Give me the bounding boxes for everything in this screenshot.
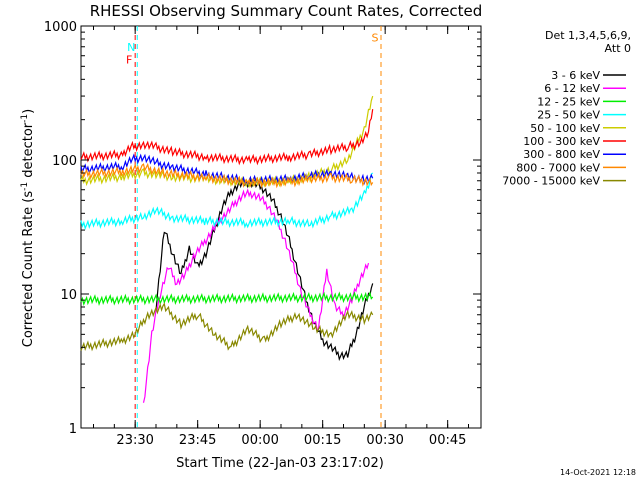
flag-label-F: F [126,54,132,67]
chart-title: RHESSI Observing Summary Count Rates, Co… [90,2,483,20]
series-line-3-6keV [155,177,374,362]
legend-label: 300 - 800 keV [523,148,600,161]
plot-frame [80,25,482,429]
timestamp: 14-Oct-2021 12:18 [560,468,636,477]
x-tick-label: 00:15 [304,433,341,448]
tick-marks [81,25,481,429]
series-line-800-7000keV [80,162,374,189]
series-line-12-25keV [80,291,374,306]
legend-label: 12 - 25 keV [537,95,600,108]
y-axis-label-sup1: -1 [20,182,30,191]
series-line-7000-15000keV [80,302,374,352]
legend-label: 100 - 300 keV [523,135,600,148]
legend-label: 50 - 100 keV [530,122,600,135]
series-line-50-100keV [80,95,374,189]
y-axis-label: Corrected Count Rate (s-1 detector-1) [20,109,36,347]
y-axis-label-main: Corrected Count Rate (s [21,191,36,348]
x-tick-label: 00:30 [366,433,403,448]
legend-header-detectors: Det 1,3,4,5,6,9, [545,29,631,42]
legend-label: 800 - 7000 keV [516,161,600,174]
y-axis-label-sup2: -1 [20,114,30,123]
legend-label: 6 - 12 keV [544,82,600,95]
x-tick-label: 23:30 [116,433,153,448]
x-tick-labels: 23:30 23:45 00:00 00:15 00:30 00:45 [116,433,466,448]
y-tick-label: 1 [69,422,77,437]
y-tick-label: 10 [60,288,77,303]
y-axis-label-mid: detector [21,122,36,182]
x-tick-label: 00:00 [241,433,278,448]
series-line-6-12keV [142,188,370,403]
flag-label-N: N [127,41,135,54]
x-tick-label: 23:45 [179,433,216,448]
y-axis-label-end: ) [21,109,36,114]
x-tick-label: 00:45 [429,433,466,448]
legend-header-attenuator: Att 0 [605,42,631,55]
legend-label: 25 - 50 keV [537,109,600,122]
y-tick-label: 1000 [44,20,77,35]
series-line-100-300keV [80,109,374,166]
plot-area: NF S [80,25,482,429]
legend-label: 7000 - 15000 keV [502,175,600,188]
series-line-25-50keV [80,172,374,231]
x-axis-label: Start Time (22-Jan-03 23:17:02) [176,456,384,471]
series-lines [80,95,374,403]
y-tick-labels: 1 10 100 1000 [44,20,77,437]
instrument-flags: NF S [126,26,382,428]
flag-label-S: S [372,32,379,45]
y-tick-label: 100 [52,154,77,169]
legend-label: 3 - 6 keV [551,69,600,82]
